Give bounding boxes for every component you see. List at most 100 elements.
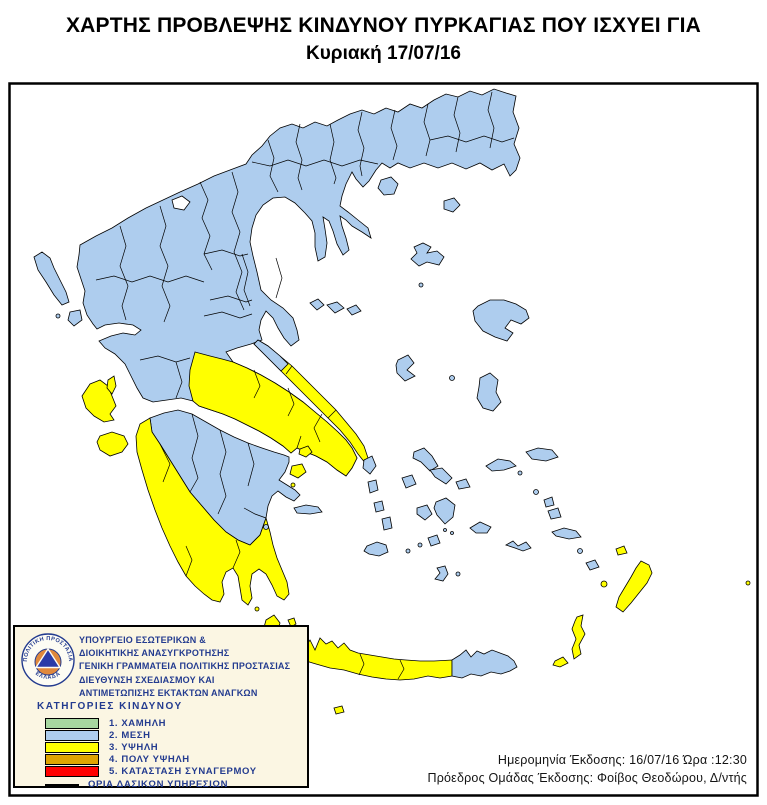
- boundary-line-sample: [45, 783, 79, 786]
- region-spetses: [263, 524, 269, 530]
- swatch-very-high: [45, 753, 99, 765]
- region-koufonisia: [443, 528, 447, 532]
- region-sifnos: [381, 516, 393, 531]
- boundary-label: ΟΡΙΑ ΔΑΣΙΚΩΝ ΥΠΗΡΕΣΙΩΝ: [88, 779, 229, 790]
- risk-label-alert: 5. ΚΑΤΑΣΤΑΣΗ ΣΥΝΑΓΕΡΜΟΥ: [109, 765, 257, 777]
- region-methana: [290, 482, 296, 488]
- region-nisyros: [577, 548, 583, 554]
- region-alonissos: [346, 304, 362, 316]
- region-elafonisos: [254, 606, 260, 612]
- region-tilos: [585, 559, 600, 571]
- region-leros: [543, 496, 555, 508]
- region-lefkada: [67, 309, 83, 327]
- region-chios: [476, 372, 502, 412]
- risk-label-high: 3. ΥΨΗΛΗ: [109, 741, 159, 753]
- agency-line: ΔΙΕΥΘΥΝΣΗ ΣΧΕΔΙΑΣΜΟΥ ΚΑΙ: [79, 674, 215, 685]
- region-limnos: [410, 242, 445, 267]
- region-skiathos: [309, 298, 325, 311]
- risk-label-very-high: 4. ΠΟΛΥ ΥΨΗΛΗ: [109, 753, 190, 765]
- region-psara: [449, 375, 455, 381]
- region-tinos: [429, 467, 453, 485]
- region-patmos: [533, 489, 539, 495]
- region-paros: [416, 504, 433, 521]
- agency-line: ΓΕΝΙΚΗ ΓΡΑΜΜΑΤΕΙΑ ΠΟΛΙΤΙΚΗΣ ΠΡΟΣΤΑΣΙΑΣ: [79, 661, 291, 672]
- region-kasos: [552, 656, 569, 668]
- region-samos: [525, 447, 559, 462]
- risk-row-alert: 5. ΚΑΤΑΣΤΑΣΗ ΣΥΝΑΓΕΡΜΟΥ: [45, 765, 295, 777]
- risk-label-medium: 2. ΜΕΣΗ: [109, 729, 151, 741]
- region-kythnos: [367, 479, 379, 494]
- swatch-alert: [45, 765, 99, 777]
- region-hydra: [293, 504, 323, 515]
- page-title: ΧΑΡΤΗΣ ΠΡΟΒΛΕΨΗΣ ΚΙΝΔΥΝΟΥ ΠΥΡΚΑΓΙΑΣ ΠΟΥ …: [0, 14, 767, 65]
- region-astypalaia: [505, 540, 532, 552]
- region-ithaki: [106, 375, 117, 395]
- region-paxoi: [55, 313, 61, 319]
- region-mykonos: [455, 478, 471, 490]
- region-fourni: [517, 470, 523, 476]
- region-evia-north: [253, 339, 289, 372]
- agency-line: ΑΝΤΙΜΕΤΩΠΙΣΗΣ ΕΚΤΑΚΤΩΝ ΑΝΑΓΚΩΝ: [79, 687, 258, 698]
- region-lesvos: [472, 299, 530, 342]
- issue-chair-line: Πρόεδρος Ομάδας Έκδοσης: Φοίβος Θεοδώρου…: [427, 771, 747, 785]
- region-milos: [363, 541, 389, 557]
- region-santorini: [434, 565, 449, 582]
- region-crete-west: [299, 637, 453, 681]
- region-karpathos: [571, 614, 586, 660]
- region-crete-lasithi: [451, 649, 518, 679]
- region-amorgos: [469, 521, 492, 534]
- region-anafi: [455, 571, 461, 577]
- region-symi: [615, 545, 628, 556]
- lake-prespa: [171, 195, 191, 211]
- region-samothraki: [443, 197, 461, 213]
- region-ios: [427, 534, 441, 547]
- region-corfu: [33, 251, 70, 306]
- region-agios-efstratios: [418, 282, 424, 288]
- risk-row-very-high: 4. ΠΟΛΥ ΥΨΗΛΗ: [45, 753, 295, 765]
- logo-ring-text-bottom: ΕΛΛΑΔΑ: [34, 671, 62, 681]
- region-andros: [412, 447, 439, 472]
- region-kalymnos: [547, 507, 562, 520]
- region-islet: [287, 617, 297, 628]
- region-serifos: [373, 500, 385, 513]
- region-rhodes: [615, 560, 653, 613]
- civil-protection-logo: ΠΟΛΙΤΙΚΗ ΠΡΟΣΤΑΣΙΑ ΕΛΛΑΔΑ: [20, 632, 76, 688]
- region-syros: [401, 474, 417, 489]
- region-kea: [362, 455, 377, 475]
- region-salamina: [298, 445, 313, 458]
- region-chalki: [600, 580, 608, 588]
- region-folegandros: [405, 548, 411, 554]
- region-zakynthos: [96, 431, 129, 457]
- agency-line: ΥΠΟΥΡΓΕΙΟ ΕΣΩΤΕΡΙΚΩΝ &: [79, 635, 206, 645]
- region-aegina: [289, 463, 307, 479]
- swatch-high: [45, 741, 99, 753]
- issue-date-line: Ημερομηνία Έκδοσης: 16/07/16 Ώρα :12:30: [497, 753, 747, 767]
- region-ikaria: [485, 458, 517, 472]
- risk-category-list: 1. ΧΑΜΗΛΗ 2. ΜΕΣΗ 3. ΥΨΗΛΗ 4. ΠΟΛΥ ΥΨΗΛΗ…: [45, 717, 295, 777]
- region-kefalonia: [81, 379, 117, 423]
- region-skyros: [395, 354, 416, 382]
- risk-categories-title: ΚΑΤΗΓΟΡΙΕΣ ΚΙΝΔΥΝΟΥ: [37, 701, 183, 712]
- region-central-greece-attica: [188, 351, 358, 477]
- risk-row-high: 3. ΥΨΗΛΗ: [45, 741, 295, 753]
- region-thasos: [377, 176, 399, 196]
- risk-row-low: 1. ΧΑΜΗΛΗ: [45, 717, 295, 729]
- issue-info: Ημερομηνία Έκδοσης: 16/07/16 Ώρα :12:30 …: [427, 751, 747, 787]
- region-naxos: [433, 497, 456, 525]
- swatch-medium: [45, 729, 99, 741]
- region-kos: [551, 527, 582, 540]
- region-peloponnese-west-south: [135, 417, 290, 606]
- swatch-low: [45, 717, 99, 729]
- map-title-date: Κυριακή 17/07/16: [306, 43, 461, 64]
- region-donousa: [450, 531, 454, 535]
- region-kastellorizo: [745, 580, 751, 586]
- map-title-line1: ΧΑΡΤΗΣ ΠΡΟΒΛΕΨΗΣ ΚΙΝΔΥΝΟΥ ΠΥΡΚΑΓΙΑΣ ΠΟΥ …: [65, 14, 702, 37]
- agency-name-block: ΥΠΟΥΡΓΕΙΟ ΕΣΩΤΕΡΙΚΩΝ & ΔΙΟΙΚΗΤΙΚΗΣ ΑΝΑΣΥ…: [79, 634, 309, 700]
- logo-triangle: [34, 647, 62, 669]
- prefecture-boundaries: [95, 91, 515, 680]
- region-gavdos: [333, 705, 345, 715]
- region-sikinos: [417, 542, 423, 548]
- forest-service-boundaries-row: ΟΡΙΑ ΔΑΣΙΚΩΝ ΥΠΗΡΕΣΙΩΝ: [45, 779, 228, 790]
- agency-line: ΔΙΟΙΚΗΤΙΚΗΣ ΑΝΑΣΥΓΚΡΟΤΗΣΗΣ: [79, 648, 230, 659]
- region-skopelos: [326, 301, 345, 314]
